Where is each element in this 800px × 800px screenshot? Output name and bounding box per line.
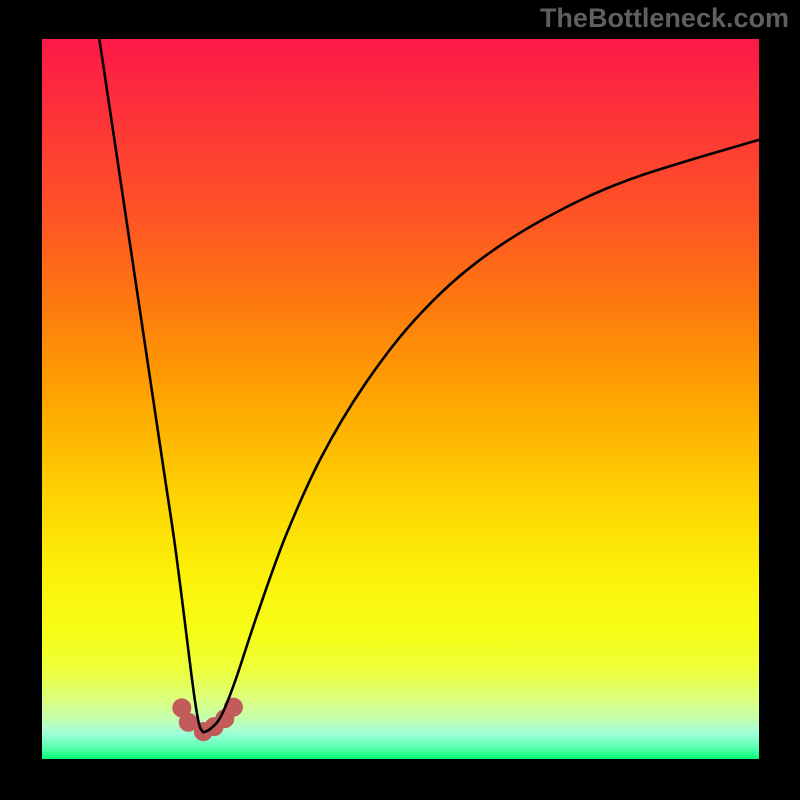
stage: TheBottleneck.com [0,0,800,800]
plot-area [42,39,759,759]
bottleneck-curve-path [99,39,759,732]
watermark-label: TheBottleneck.com [540,3,789,34]
chart-svg [42,39,759,759]
marker-group [173,698,243,740]
